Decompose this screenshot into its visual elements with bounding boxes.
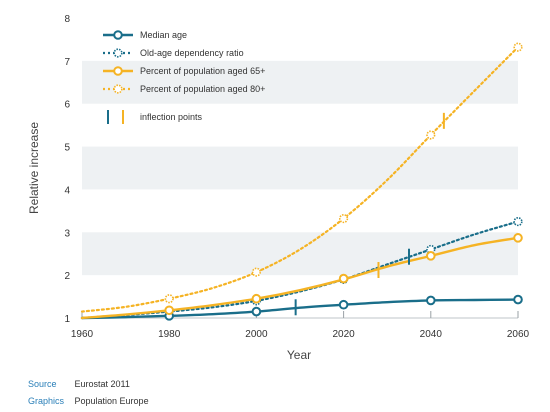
legend: Median age Old-age dependency ratio Percen… (103, 30, 265, 124)
data-point-percent-of-population-aged-80 (513, 42, 523, 52)
data-point-median-age (338, 299, 349, 310)
data-point-median-age (426, 295, 436, 306)
grid-band (82, 146, 518, 190)
x-axis: 1960 1980 2000 2020 2040 2060 (71, 311, 530, 340)
grid-band (82, 60, 518, 104)
footer-source-value: Eurostat 2011 (74, 379, 130, 389)
legend-label: Percent of population aged 80+ (140, 84, 265, 94)
data-point-median-age (251, 306, 262, 317)
legend-swatch-marker (113, 84, 123, 94)
legend-swatch-marker (113, 66, 123, 76)
x-tick-label: 2000 (245, 329, 268, 340)
x-tick-label: 2060 (507, 329, 530, 340)
x-tick-label: 1980 (158, 329, 181, 340)
legend-swatch-marker (113, 48, 123, 58)
y-tick-label: 4 (64, 185, 70, 196)
data-point-percent-of-population-aged-80 (251, 267, 261, 277)
legend-label: Median age (140, 30, 187, 40)
footer-source-key: Source (28, 379, 57, 389)
y-tick-label: 5 (64, 143, 70, 154)
data-point-percent-of-population-aged-65 (513, 233, 523, 243)
footer-source: Source Eurostat 2011 (28, 379, 130, 389)
data-point-median-age (513, 294, 523, 305)
data-point-percent-of-population-aged-65 (164, 305, 174, 316)
x-tick-label: 1960 (71, 329, 94, 340)
y-tick-label: 3 (64, 228, 70, 239)
data-point-percent-of-population-aged-65 (426, 251, 436, 261)
y-axis-ticks: 1 2 3 4 5 6 7 8 (64, 14, 70, 325)
footer-graphics: Graphics Population Europe (28, 396, 149, 406)
legend-label: Percent of population aged 65+ (140, 66, 265, 76)
x-axis-title: Year (287, 348, 311, 362)
data-point-percent-of-population-aged-80 (426, 130, 436, 140)
grid-bands (82, 60, 518, 276)
x-tick-label: 2040 (420, 329, 443, 340)
y-tick-label: 1 (64, 314, 70, 325)
legend-label-inflection: inflection points (140, 112, 203, 122)
data-point-percent-of-population-aged-80 (339, 213, 349, 224)
grid-band (82, 232, 518, 276)
x-tick-label: 2020 (332, 329, 355, 340)
series-line-percent-of-population-aged-65 (80, 236, 520, 320)
series-markers (164, 42, 523, 321)
series-line-median-age (80, 298, 520, 320)
legend-label: Old-age dependency ratio (140, 48, 244, 58)
footer-graphics-key: Graphics (28, 396, 65, 406)
y-axis-title: Relative increase (27, 122, 41, 214)
y-tick-label: 2 (64, 271, 70, 282)
y-tick-label: 7 (64, 57, 70, 68)
data-point-percent-of-population-aged-80 (164, 294, 174, 304)
inflection-marks (294, 112, 445, 316)
legend-swatch-marker (113, 30, 123, 40)
footer-graphics-value: Population Europe (74, 396, 149, 406)
data-point-old-age-dependency-ratio (513, 216, 523, 227)
y-tick-label: 6 (64, 100, 70, 111)
data-point-percent-of-population-aged-65 (338, 273, 349, 284)
data-point-percent-of-population-aged-65 (251, 293, 262, 304)
y-tick-label: 8 (64, 14, 70, 25)
